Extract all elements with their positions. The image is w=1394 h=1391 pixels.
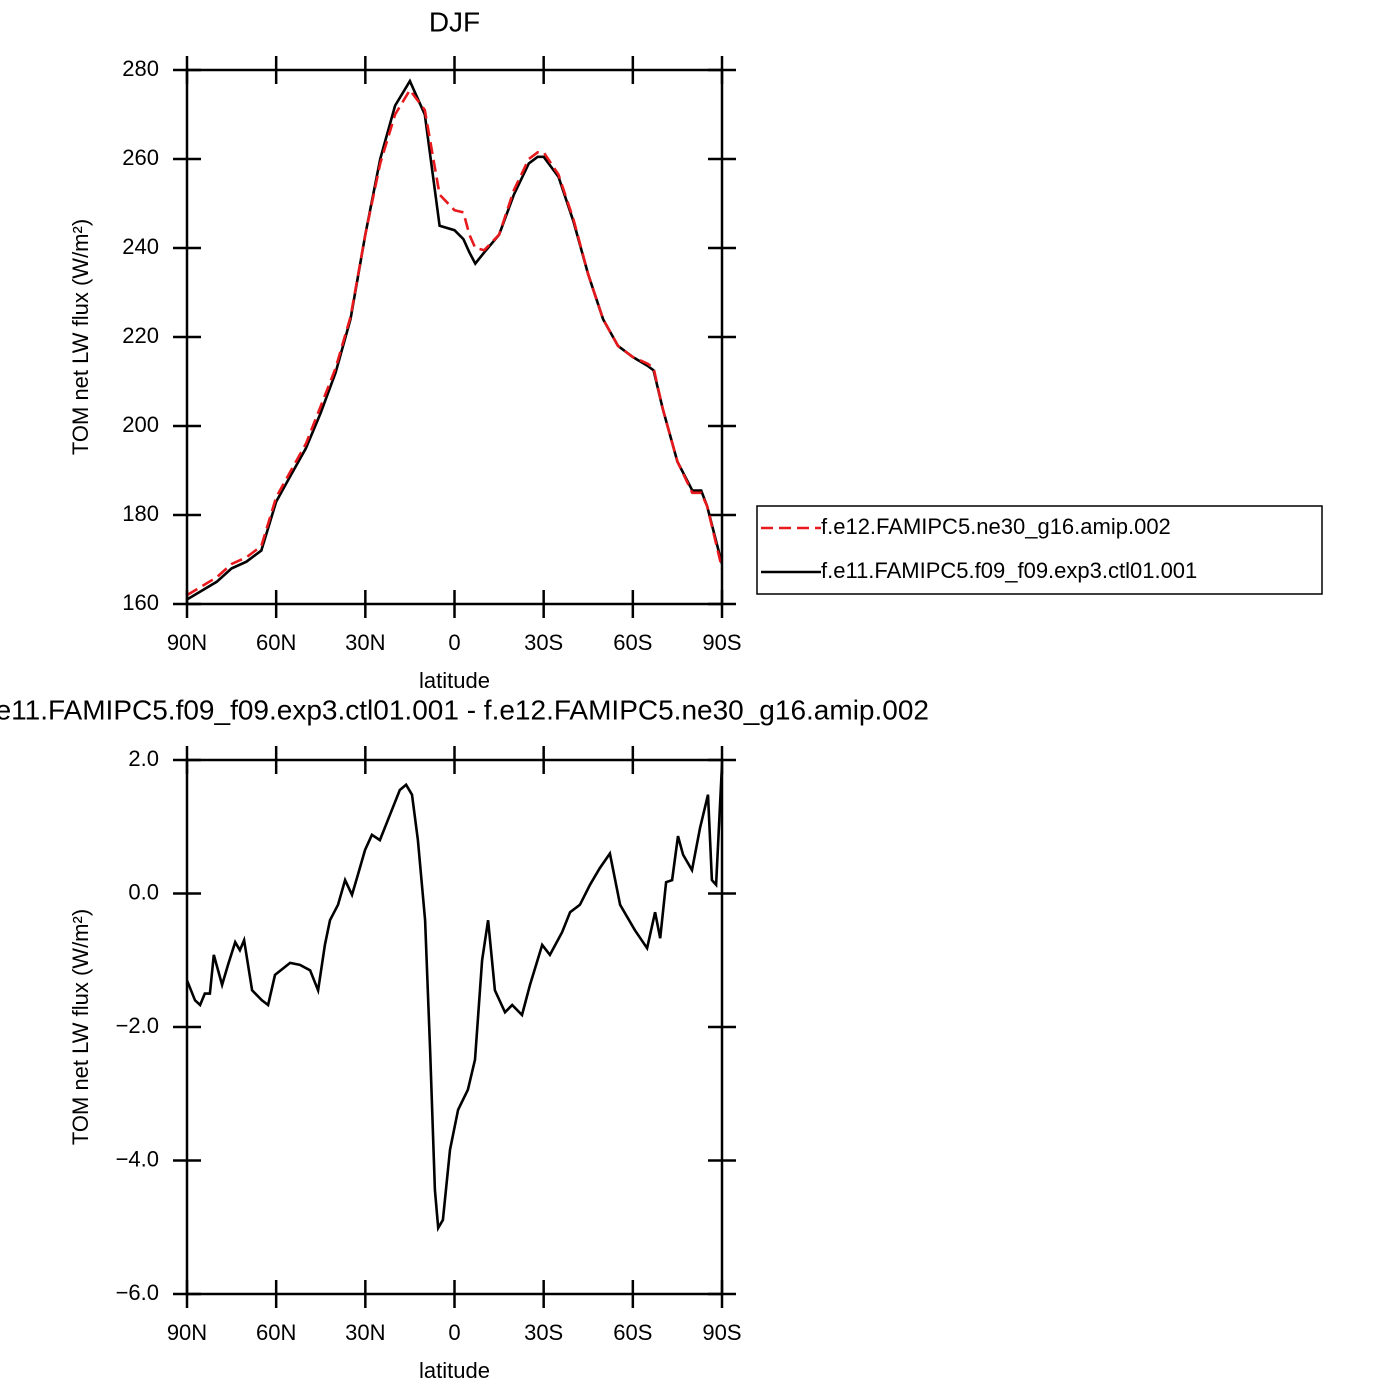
- x-tick-label: 0: [448, 630, 460, 655]
- x-tick-label: 90S: [702, 630, 741, 655]
- y-tick-label: 160: [122, 590, 159, 615]
- y-tick-label: −4.0: [116, 1146, 159, 1171]
- y-axis-label: TOM net LW flux (W/m²): [68, 909, 93, 1145]
- legend-box: [756, 505, 1323, 595]
- x-tick-label: 60S: [613, 630, 652, 655]
- plot-frame: [185, 758, 724, 1296]
- x-tick-label: 60N: [256, 630, 296, 655]
- chart-title: f.e11.FAMIPC5.f09_f09.exp3.ctl01.001 - f…: [0, 694, 929, 725]
- x-tick-label: 60S: [613, 1320, 652, 1345]
- data-line: [187, 87, 722, 597]
- plot-frame: [185, 68, 724, 606]
- x-tick-label: 60N: [256, 1320, 296, 1345]
- data-line: [187, 764, 722, 1233]
- y-axis-label: TOM net LW flux (W/m²): [68, 219, 93, 455]
- x-axis-label: latitude: [419, 1358, 490, 1383]
- y-tick-label: 280: [122, 56, 159, 81]
- x-axis-label: latitude: [419, 668, 490, 693]
- x-tick-label: 30N: [345, 1320, 385, 1345]
- x-tick-label: 90N: [167, 630, 207, 655]
- y-tick-label: 220: [122, 323, 159, 348]
- y-tick-label: 260: [122, 145, 159, 170]
- data-line: [187, 78, 722, 601]
- y-tick-label: 200: [122, 412, 159, 437]
- x-tick-label: 90S: [702, 1320, 741, 1345]
- x-tick-label: 30N: [345, 630, 385, 655]
- y-tick-label: −2.0: [116, 1013, 159, 1038]
- y-tick-label: 240: [122, 234, 159, 259]
- x-tick-label: 0: [448, 1320, 460, 1345]
- y-tick-label: −6.0: [116, 1280, 159, 1305]
- x-tick-label: 90N: [167, 1320, 207, 1345]
- y-tick-label: 2.0: [128, 746, 159, 771]
- legend-label: f.e11.FAMIPC5.f09_f09.exp3.ctl01.001: [821, 558, 1197, 583]
- legend-label: f.e12.FAMIPC5.ne30_g16.amip.002: [821, 514, 1171, 539]
- y-tick-label: 180: [122, 501, 159, 526]
- x-tick-label: 30S: [524, 1320, 563, 1345]
- y-tick-label: 0.0: [128, 879, 159, 904]
- chart-title: DJF: [429, 6, 480, 37]
- x-tick-label: 30S: [524, 630, 563, 655]
